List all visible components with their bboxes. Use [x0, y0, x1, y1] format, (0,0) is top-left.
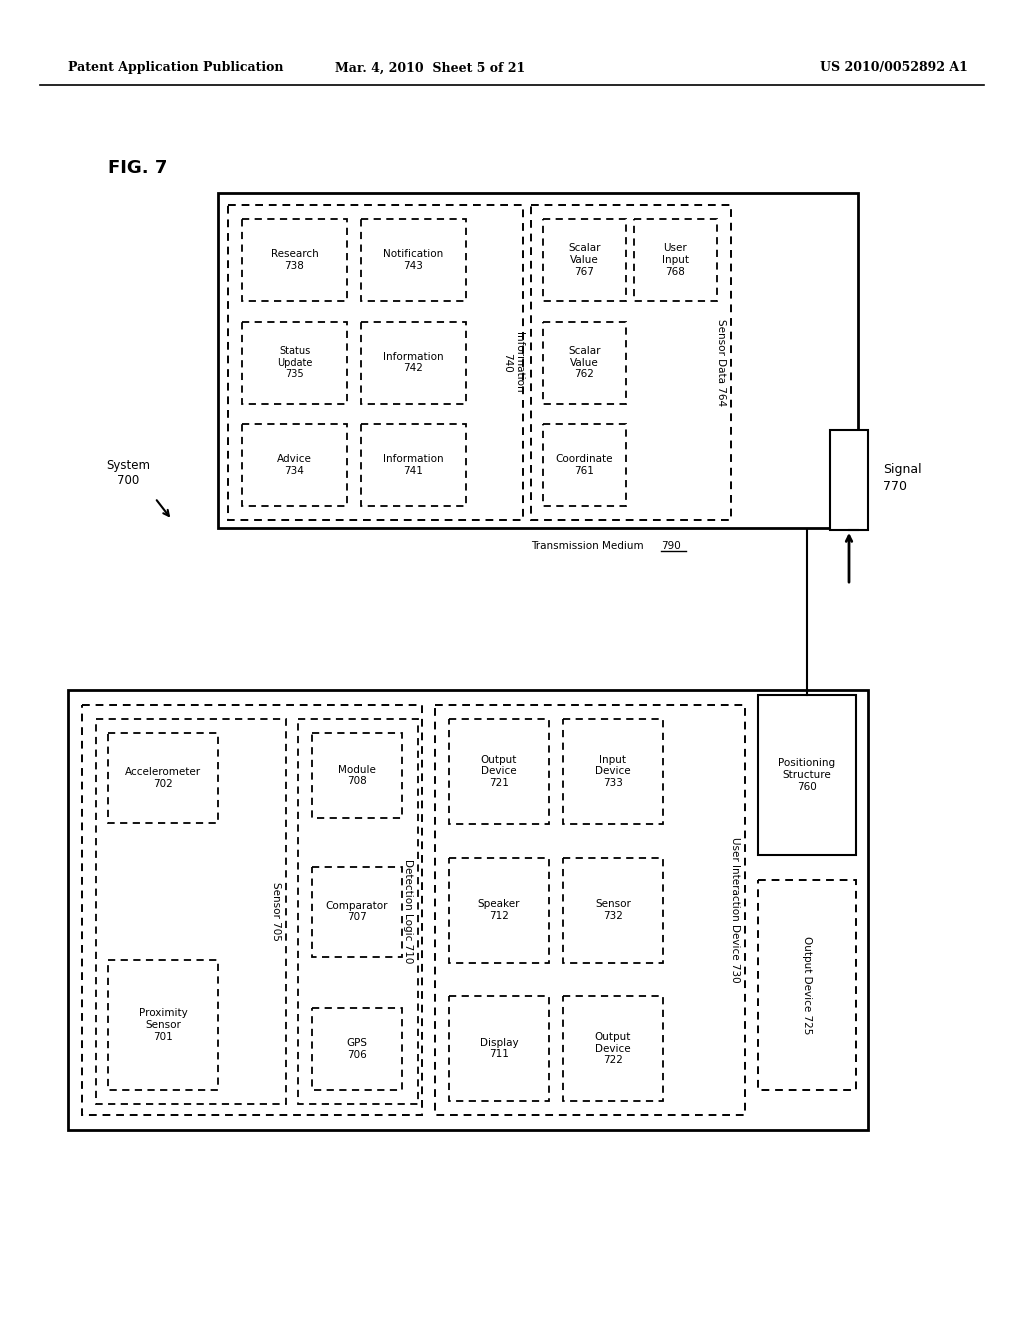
Bar [563, 719, 663, 824]
Text: Information
740: Information 740 [502, 333, 524, 393]
Bar [543, 219, 626, 301]
Bar [634, 219, 717, 301]
Text: Advice
734: Advice 734 [278, 454, 312, 475]
Text: Signal: Signal [883, 463, 922, 477]
Text: US 2010/0052892 A1: US 2010/0052892 A1 [820, 62, 968, 74]
Text: User
Input
768: User Input 768 [662, 243, 689, 277]
Bar [543, 322, 626, 404]
Text: Speaker
712: Speaker 712 [478, 899, 520, 921]
Text: Display
711: Display 711 [479, 1038, 518, 1059]
Text: Output Device 725: Output Device 725 [802, 936, 812, 1034]
Bar [312, 1008, 402, 1090]
Bar [242, 322, 347, 404]
Bar [312, 733, 402, 818]
Bar [218, 193, 858, 528]
Text: Accelerometer
702: Accelerometer 702 [125, 767, 201, 789]
Text: Sensor 705: Sensor 705 [271, 882, 281, 941]
Text: Output
Device
721: Output Device 721 [481, 755, 517, 788]
Bar [68, 690, 868, 1130]
Bar [228, 205, 523, 520]
Bar [531, 205, 731, 520]
Text: 790: 790 [662, 541, 681, 550]
Text: Mar. 4, 2010  Sheet 5 of 21: Mar. 4, 2010 Sheet 5 of 21 [335, 62, 525, 74]
Bar [435, 705, 745, 1115]
Bar [82, 705, 422, 1115]
Text: Information
741: Information 741 [383, 454, 443, 475]
Text: FIG. 7: FIG. 7 [109, 158, 168, 177]
Text: 700: 700 [117, 474, 139, 487]
Text: Information
742: Information 742 [383, 351, 443, 374]
Text: Coordinate
761: Coordinate 761 [556, 454, 613, 475]
Text: Input
Device
733: Input Device 733 [595, 755, 631, 788]
Bar [312, 866, 402, 957]
Text: Transmission Medium: Transmission Medium [531, 541, 647, 550]
Text: Module
708: Module 708 [338, 764, 376, 787]
Text: Research
738: Research 738 [270, 249, 318, 271]
Text: 770: 770 [883, 480, 907, 494]
Bar [242, 424, 347, 506]
Text: Detection Logic 710: Detection Logic 710 [403, 859, 413, 964]
Bar [758, 880, 856, 1090]
Text: Status
Update
735: Status Update 735 [276, 346, 312, 379]
Text: User Interaction Device 730: User Interaction Device 730 [730, 837, 740, 983]
Text: System: System [106, 458, 150, 471]
Text: Comparator
707: Comparator 707 [326, 900, 388, 923]
Bar [563, 858, 663, 962]
Bar [108, 960, 218, 1090]
Bar [449, 997, 549, 1101]
Bar [298, 719, 418, 1104]
Text: Sensor
732: Sensor 732 [595, 899, 631, 921]
Bar [449, 719, 549, 824]
Text: Notification
743: Notification 743 [383, 249, 443, 271]
Text: Patent Application Publication: Patent Application Publication [68, 62, 284, 74]
Text: Positioning
Structure
760: Positioning Structure 760 [778, 759, 836, 792]
Bar [449, 858, 549, 962]
Bar [242, 219, 347, 301]
Text: Scalar
Value
767: Scalar Value 767 [568, 243, 601, 277]
Bar [96, 719, 286, 1104]
Bar [563, 997, 663, 1101]
Bar [543, 424, 626, 506]
Text: Scalar
Value
762: Scalar Value 762 [568, 346, 601, 379]
Text: Sensor Data 764: Sensor Data 764 [716, 319, 726, 407]
Bar [361, 219, 466, 301]
Bar [758, 696, 856, 855]
Bar [361, 322, 466, 404]
Text: Output
Device
722: Output Device 722 [595, 1032, 631, 1065]
Text: GPS
706: GPS 706 [346, 1039, 368, 1060]
Bar [830, 430, 868, 531]
Bar [108, 733, 218, 822]
Bar [361, 424, 466, 506]
Text: Proximity
Sensor
701: Proximity Sensor 701 [138, 1008, 187, 1041]
